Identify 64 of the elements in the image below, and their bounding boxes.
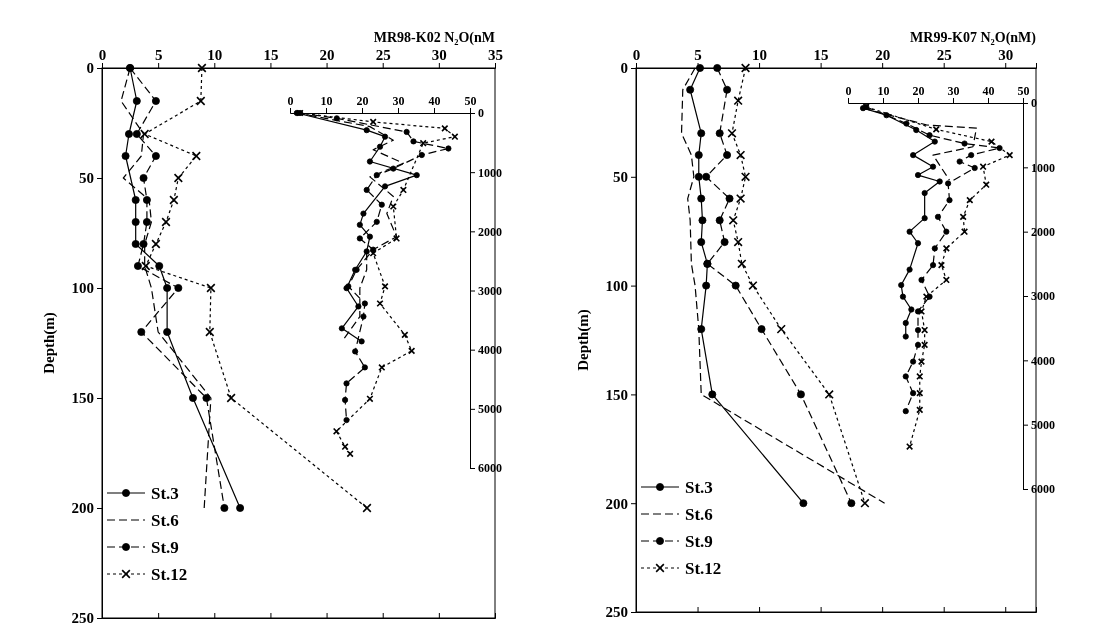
x-axis-title: MR98-K02 N₂O(nM	[373, 30, 495, 46]
y-tick-label: 6000	[478, 461, 502, 476]
x-tick-label: 30	[998, 47, 1014, 63]
y-tick-label: 4000	[478, 343, 502, 358]
x-tick-label: 30	[431, 47, 447, 63]
y-tick-label: 250	[605, 604, 628, 621]
x-tick-label: 10	[877, 84, 890, 98]
x-tick-label: 50	[464, 94, 477, 108]
x-tick-label: 20	[356, 94, 369, 108]
x-tick-label: 50	[1017, 84, 1030, 98]
x-axis-title: MR99-K07 N₂O(nM)	[910, 30, 1037, 46]
x-tick-label: 10	[752, 47, 768, 63]
y-tick-label: 0	[620, 60, 628, 77]
y-tick-label: 150	[71, 390, 94, 407]
legend-label: St.6	[151, 511, 179, 530]
x-tick-label: 20	[912, 84, 925, 98]
y-tick-label: 5000	[1031, 418, 1055, 433]
y-tick-label: 0	[478, 106, 484, 121]
x-tick-label: 5	[694, 47, 702, 63]
y-tick-label: 4000	[1031, 353, 1055, 368]
y-tick-label: 100	[605, 277, 628, 294]
x-tick-label: 40	[982, 84, 995, 98]
x-tick-label: 25	[936, 47, 952, 63]
y-axis-title: Depth(m)	[575, 309, 592, 371]
y-tick-label: 0	[86, 60, 94, 77]
x-tick-label: 10	[207, 47, 223, 63]
x-tick-label: 20	[319, 47, 335, 63]
y-tick-label: 200	[71, 500, 94, 517]
y-tick-label: 2000	[1031, 225, 1055, 240]
x-tick-label: 15	[813, 47, 829, 63]
x-tick-label: 0	[632, 47, 641, 63]
x-tick-label: 10	[320, 94, 333, 108]
y-tick-label: 5000	[478, 402, 502, 417]
y-tick-label: 1000	[478, 165, 502, 180]
x-tick-label: 5	[154, 47, 163, 63]
y-tick-label: 2000	[478, 224, 502, 239]
y-tick-label: 200	[605, 495, 628, 512]
legend-label: St.6	[685, 505, 713, 524]
x-tick-label: 20	[875, 47, 891, 63]
y-tick-label: 150	[605, 386, 628, 403]
x-tick-label: 30	[947, 84, 960, 98]
y-tick-label: 100	[71, 280, 94, 297]
x-tick-label: 0	[845, 84, 852, 98]
x-tick-label: 0	[287, 94, 294, 108]
x-tick-label: 40	[428, 94, 441, 108]
y-tick-label: 3000	[478, 283, 502, 298]
x-tick-label: 30	[392, 94, 405, 108]
legend-label: St.12	[685, 559, 722, 578]
legend-label: St.9	[685, 532, 713, 551]
x-tick-label: 25	[375, 47, 391, 63]
legend-label: St.3	[685, 478, 713, 497]
y-tick-label: 50	[613, 169, 628, 186]
y-tick-label: 250	[71, 610, 94, 627]
legend-label: St.12	[151, 565, 188, 584]
x-tick-label: 15	[263, 47, 279, 63]
x-tick-label: 0	[98, 47, 107, 63]
y-axis-title: Depth(m)	[41, 312, 58, 374]
y-tick-label: 6000	[1031, 482, 1055, 497]
x-tick-label: 35	[488, 47, 503, 63]
legend-label: St.9	[151, 538, 179, 557]
y-tick-label: 3000	[1031, 289, 1055, 304]
y-tick-label: 50	[79, 170, 94, 187]
legend-label: St.3	[151, 484, 179, 503]
y-tick-label: 1000	[1031, 160, 1055, 175]
